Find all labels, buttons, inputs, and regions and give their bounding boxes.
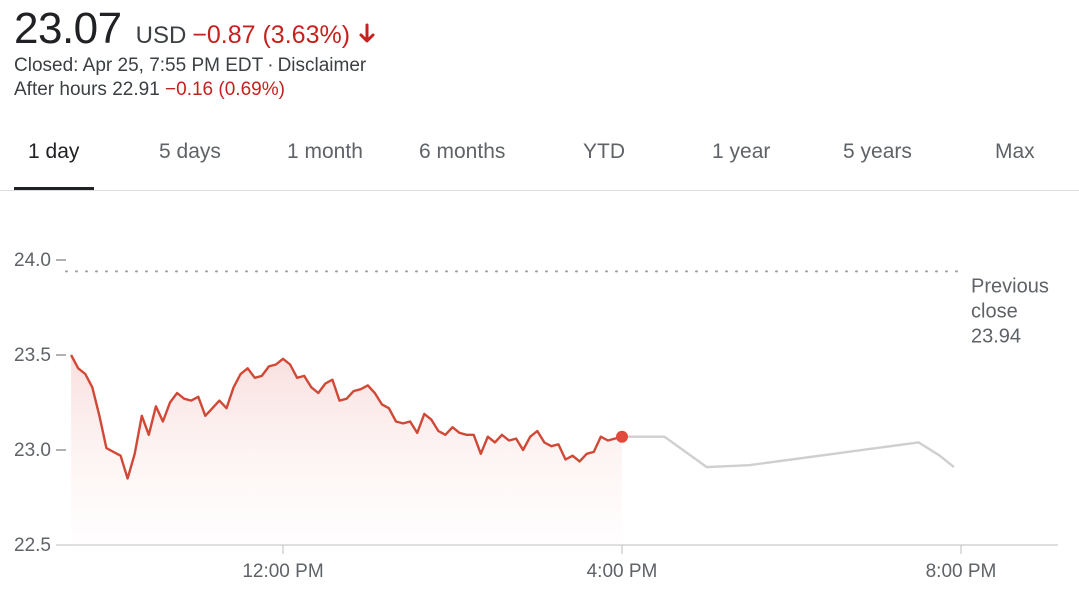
previous-close-label: close — [971, 300, 1018, 322]
y-tick-label: 23.0 — [14, 440, 51, 461]
arrow-down-icon — [359, 23, 375, 43]
tab-1-month[interactable]: 1 month — [287, 140, 363, 163]
y-tick-label: 23.5 — [14, 345, 51, 366]
tab-ytd[interactable]: YTD — [583, 140, 625, 163]
x-tick-label: 12:00 PM — [242, 561, 323, 582]
active-tab-indicator — [14, 187, 94, 190]
market-status: Closed: Apr 25, 7:55 PM EDT · Disclaimer — [14, 54, 376, 78]
regular-session-line — [70, 354, 623, 480]
after-hours-price: After hours 22.91 — [14, 79, 160, 100]
quote-header: 23.07 USD −0.87 (3.63%) Closed: Apr 25, … — [14, 4, 376, 102]
y-tick-label: 24.0 — [14, 250, 51, 271]
x-tick-label: 8:00 PM — [926, 561, 997, 582]
tab-1-day[interactable]: 1 day — [28, 140, 80, 163]
tab-5-days[interactable]: 5 days — [159, 140, 221, 163]
y-tick-label: 22.5 — [14, 535, 51, 556]
closed-time: Closed: Apr 25, 7:55 PM EDT — [14, 55, 264, 76]
after-hours: After hours 22.91 −0.16 (0.69%) — [14, 78, 376, 102]
x-tick-label: 4:00 PM — [587, 561, 658, 582]
currency-code: USD — [135, 22, 187, 49]
separator: · — [267, 55, 274, 76]
current-price: 23.07 — [14, 4, 122, 53]
tab-1-year[interactable]: 1 year — [712, 140, 771, 163]
close-point-marker — [616, 430, 628, 443]
range-tabs: 1 day 5 days 1 month 6 months YTD 1 year… — [0, 120, 1079, 191]
previous-close-label: Previous — [971, 275, 1049, 297]
price-chart[interactable]: 24.0 23.5 23.0 22.5 Previous close 23.94 12:00 … — [0, 190, 1079, 603]
after-hours-change: −0.16 (0.69%) — [165, 79, 285, 100]
after-hours-line — [622, 435, 955, 469]
price-row: 23.07 USD −0.87 (3.63%) — [14, 4, 376, 54]
previous-close-label: 23.94 — [971, 325, 1021, 347]
regular-session-area — [71, 355, 623, 545]
price-change: −0.87 (3.63%) — [192, 21, 351, 49]
tab-max[interactable]: Max — [995, 140, 1035, 163]
tab-6-months[interactable]: 6 months — [419, 140, 506, 163]
disclaimer-link[interactable]: Disclaimer — [277, 55, 367, 76]
tab-5-years[interactable]: 5 years — [843, 140, 912, 163]
